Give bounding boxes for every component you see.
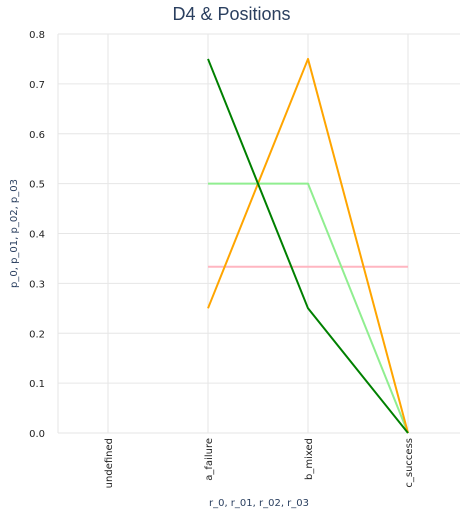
x-tick-labels: undefined a_failure b_mixed c_success xyxy=(104,438,415,488)
series-line-1 xyxy=(208,182,409,434)
x-tick-label: b_mixed xyxy=(304,438,315,480)
grid-layer xyxy=(58,33,460,434)
y-tick-label: 0.0 xyxy=(29,429,45,440)
y-tick-label: 0.5 xyxy=(29,180,45,191)
y-tick-label: 0.6 xyxy=(29,130,45,141)
chart-title: D4 & Positions xyxy=(172,4,291,24)
series-line-3 xyxy=(207,58,409,434)
y-tick-label: 0.2 xyxy=(29,329,45,340)
series-line-2 xyxy=(207,57,409,434)
x-tick-label: a_failure xyxy=(204,438,215,481)
y-tick-label: 0.4 xyxy=(29,230,45,241)
y-axis-title: p_0, p_01, p_02, p_03 xyxy=(9,179,20,288)
x-tick-label: undefined xyxy=(104,438,115,488)
y-tick-labels: 0.0 0.1 0.2 0.3 0.4 0.5 0.6 0.7 0.8 xyxy=(29,30,45,440)
y-tick-label: 0.1 xyxy=(29,379,45,390)
y-tick-label: 0.7 xyxy=(29,80,45,91)
y-tick-label: 0.8 xyxy=(29,30,45,41)
x-axis-title: r_0, r_01, r_02, r_03 xyxy=(209,498,309,509)
y-tick-label: 0.3 xyxy=(29,279,45,290)
series-layer xyxy=(207,57,409,434)
x-tick-label: c_success xyxy=(404,438,415,488)
